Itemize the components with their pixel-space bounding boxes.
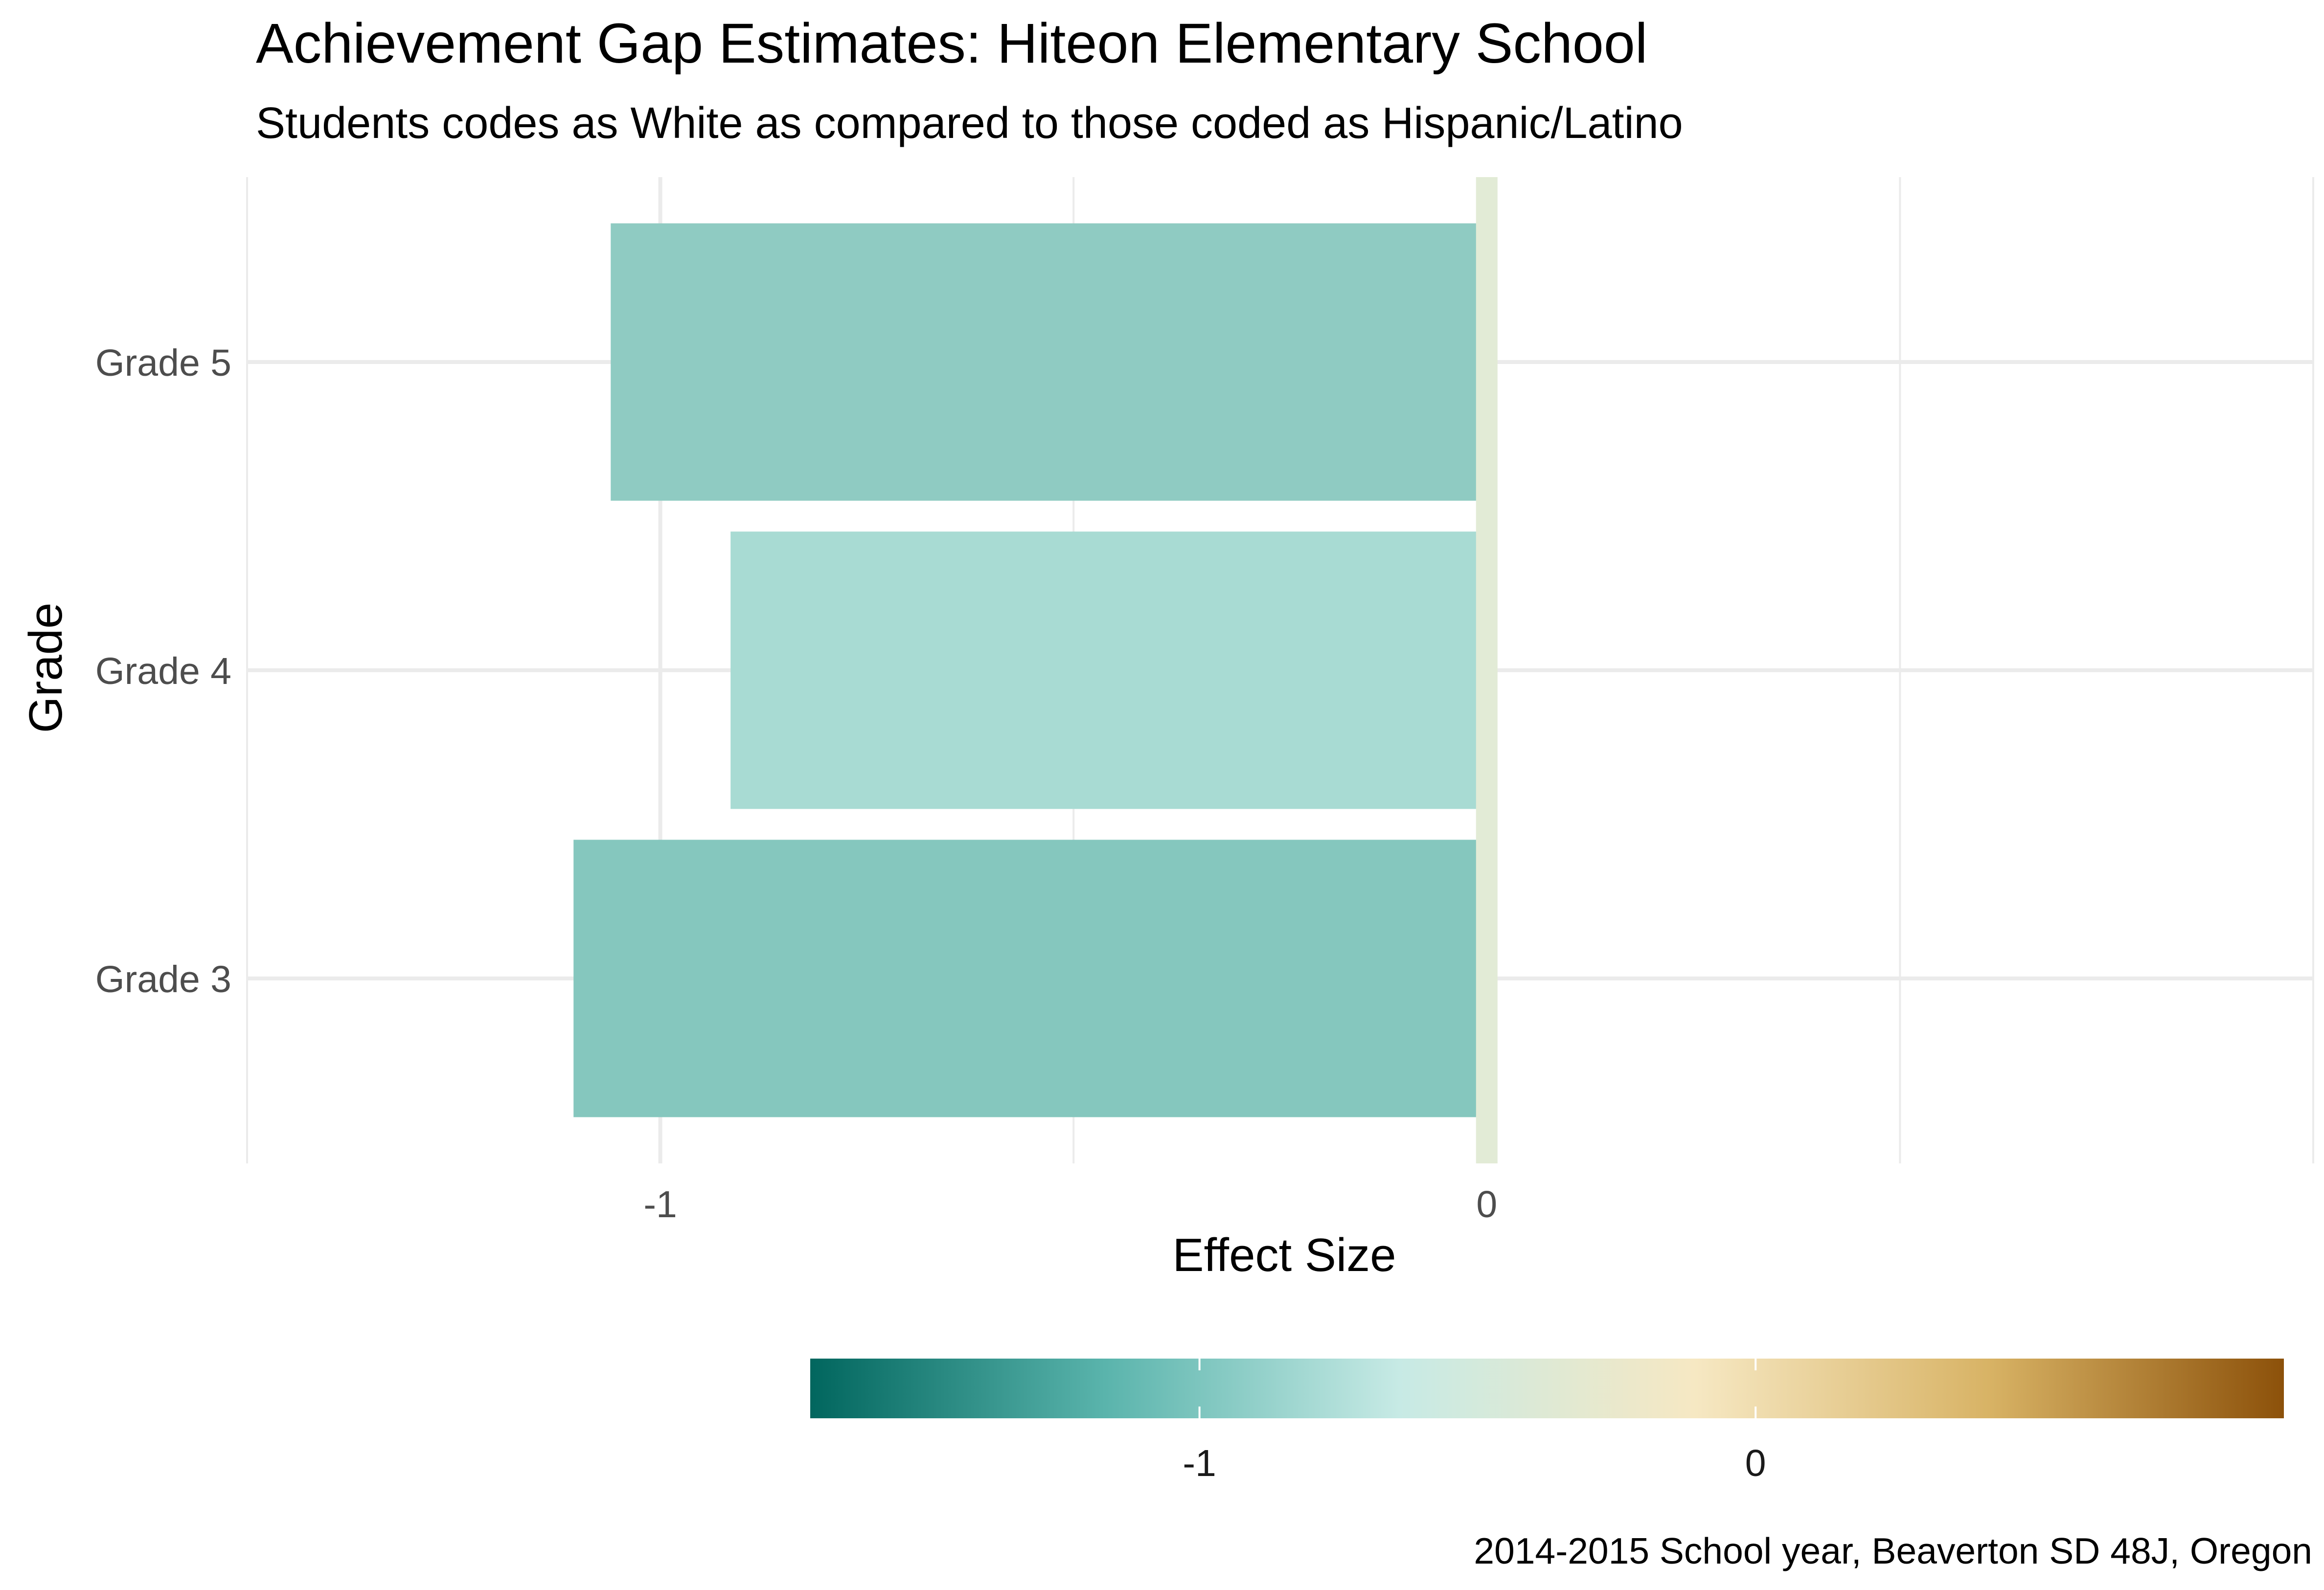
colorbar-tick-label: -1 bbox=[1183, 1442, 1216, 1484]
y-tick-label: Grade 5 bbox=[95, 342, 231, 384]
y-tick-label: Grade 3 bbox=[95, 958, 231, 1000]
bar-grade-5 bbox=[611, 223, 1487, 501]
x-axis-title: Effect Size bbox=[1172, 1229, 1396, 1281]
chart-subtitle: Students codes as White as compared to t… bbox=[256, 99, 1683, 148]
chart-title: Achievement Gap Estimates: Hiteon Elemen… bbox=[256, 12, 1647, 75]
x-tick-label: -1 bbox=[643, 1183, 677, 1226]
bar-grade-4 bbox=[730, 531, 1487, 809]
y-axis-title: Grade bbox=[20, 603, 72, 733]
colorbar-legend: -1 0 bbox=[810, 1359, 2284, 1484]
colorbar bbox=[810, 1359, 2284, 1418]
x-tick-label: 0 bbox=[1476, 1183, 1497, 1226]
colorbar-tick-label: 0 bbox=[1745, 1442, 1766, 1484]
chart-caption: 2014-2015 School year, Beaverton SD 48J,… bbox=[1474, 1530, 2312, 1571]
bar-grade-3 bbox=[573, 840, 1487, 1117]
x-axis-ticks: -1 0 bbox=[643, 1183, 1497, 1226]
y-axis-ticks: Grade 3 Grade 4 Grade 5 bbox=[95, 342, 231, 1000]
y-tick-label: Grade 4 bbox=[95, 650, 231, 692]
bars bbox=[573, 223, 1487, 1117]
